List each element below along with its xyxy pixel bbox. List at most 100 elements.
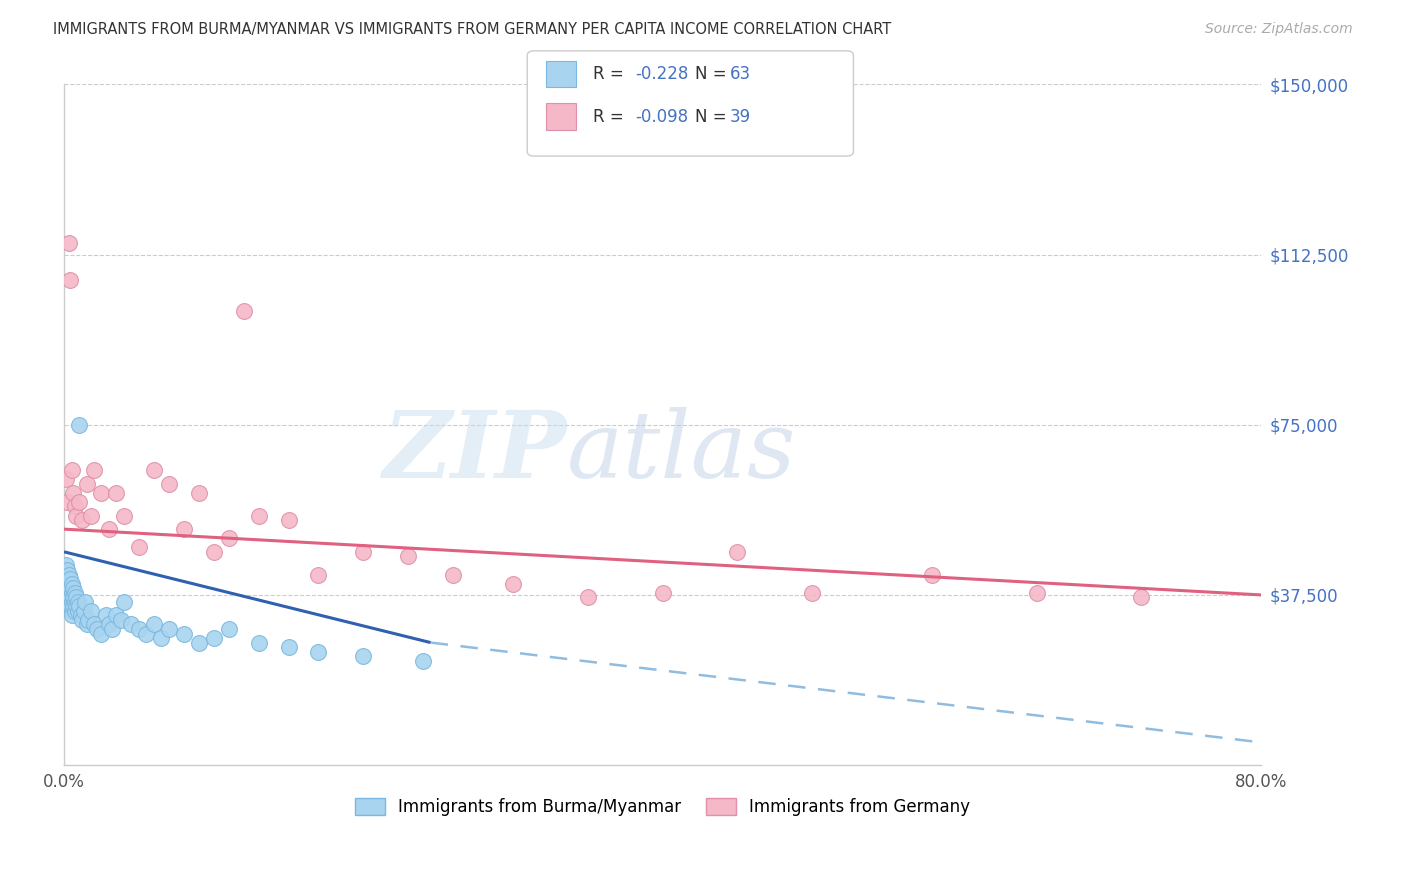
Point: [80, 604, 103, 618]
Point: [83, 463, 105, 477]
Point: [307, 645, 329, 659]
Point: [63, 500, 86, 514]
Point: [142, 463, 165, 477]
Text: N =: N =: [695, 108, 731, 126]
Point: [59, 581, 82, 595]
Point: [60, 608, 83, 623]
Point: [352, 649, 374, 664]
Point: [56, 495, 79, 509]
Point: [1130, 591, 1153, 605]
Point: [187, 635, 209, 649]
Point: [77, 613, 100, 627]
Point: [70, 513, 93, 527]
Point: [63, 585, 86, 599]
Point: [120, 617, 142, 632]
Point: [55, 585, 77, 599]
Point: [59, 591, 82, 605]
Point: [97, 522, 120, 536]
Text: -0.098: -0.098: [636, 108, 689, 126]
Text: N =: N =: [695, 65, 731, 83]
Point: [60, 463, 83, 477]
Text: R =: R =: [593, 108, 630, 126]
Point: [62, 486, 84, 500]
Point: [247, 508, 270, 523]
Point: [232, 304, 254, 318]
Point: [76, 476, 98, 491]
Point: [112, 508, 135, 523]
Point: [55, 558, 77, 573]
Point: [58, 595, 80, 609]
Point: [112, 595, 135, 609]
Point: [65, 508, 87, 523]
Point: [65, 591, 87, 605]
Point: [576, 591, 599, 605]
Point: [1025, 585, 1047, 599]
Point: [65, 599, 87, 614]
Point: [76, 617, 98, 632]
Point: [66, 604, 89, 618]
Point: [128, 541, 150, 555]
Text: 39: 39: [730, 108, 751, 126]
Text: atlas: atlas: [567, 407, 796, 497]
Point: [202, 631, 225, 645]
Point: [142, 617, 165, 632]
Point: [67, 495, 90, 509]
Point: [70, 613, 93, 627]
Point: [307, 567, 329, 582]
Point: [801, 585, 824, 599]
Point: [60, 576, 83, 591]
Point: [277, 640, 299, 654]
Point: [56, 563, 79, 577]
Point: [60, 595, 83, 609]
Point: [105, 486, 128, 500]
Point: [56, 581, 79, 595]
Text: Source: ZipAtlas.com: Source: ZipAtlas.com: [1205, 22, 1353, 37]
Point: [173, 522, 195, 536]
Text: 63: 63: [730, 65, 751, 83]
Point: [352, 545, 374, 559]
Point: [277, 513, 299, 527]
Point: [58, 236, 80, 251]
Point: [62, 581, 84, 595]
Point: [157, 622, 180, 636]
Point: [66, 595, 89, 609]
Point: [135, 626, 157, 640]
Point: [90, 626, 112, 640]
Point: [725, 545, 748, 559]
Point: [110, 613, 132, 627]
Point: [69, 608, 91, 623]
Point: [105, 608, 128, 623]
Text: IMMIGRANTS FROM BURMA/MYANMAR VS IMMIGRANTS FROM GERMANY PER CAPITA INCOME CORRE: IMMIGRANTS FROM BURMA/MYANMAR VS IMMIGRA…: [53, 22, 891, 37]
Point: [202, 545, 225, 559]
Point: [59, 272, 82, 286]
Point: [62, 591, 84, 605]
Point: [90, 486, 112, 500]
Point: [67, 599, 90, 614]
Text: R =: R =: [593, 65, 630, 83]
Text: -0.228: -0.228: [636, 65, 689, 83]
Point: [101, 622, 124, 636]
Point: [173, 626, 195, 640]
Point: [62, 599, 84, 614]
Point: [60, 604, 83, 618]
Point: [247, 635, 270, 649]
Point: [58, 576, 80, 591]
Point: [921, 567, 943, 582]
Point: [157, 476, 180, 491]
Point: [441, 567, 464, 582]
Point: [67, 417, 90, 432]
Point: [651, 585, 673, 599]
Point: [73, 595, 96, 609]
Point: [396, 549, 419, 564]
Point: [502, 576, 524, 591]
Point: [56, 591, 79, 605]
Point: [58, 567, 80, 582]
Point: [150, 631, 173, 645]
Point: [187, 486, 209, 500]
Legend: Immigrants from Burma/Myanmar, Immigrants from Germany: Immigrants from Burma/Myanmar, Immigrant…: [349, 791, 977, 823]
Point: [63, 595, 86, 609]
Text: ZIP: ZIP: [382, 407, 567, 497]
Point: [97, 617, 120, 632]
Point: [63, 604, 86, 618]
Point: [55, 472, 77, 486]
